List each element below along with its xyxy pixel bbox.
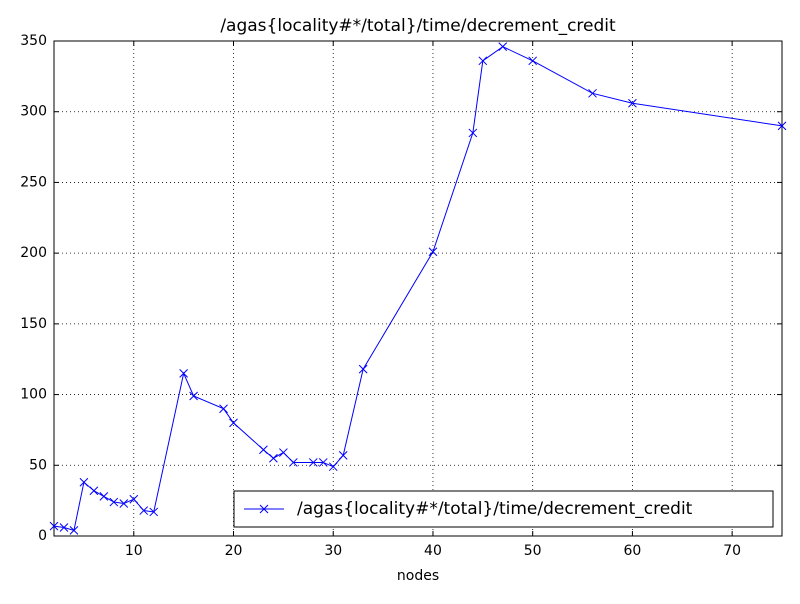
legend-label: /agas{locality#*/total}/time/decrement_c…: [297, 499, 693, 519]
data-point: [498, 42, 508, 52]
data-point: [149, 507, 159, 517]
y-tick-label: 300: [20, 104, 47, 120]
legend-marker: [259, 504, 269, 514]
data-point: [89, 486, 99, 496]
data-point: [318, 458, 328, 467]
data-point: [528, 56, 538, 66]
data-point: [59, 523, 69, 532]
x-tick-label: 20: [225, 543, 243, 559]
data-point: [328, 462, 338, 472]
data-point: [269, 453, 278, 463]
x-tick-label: 30: [324, 543, 342, 559]
y-tick-label: 150: [20, 316, 47, 332]
chart-title: /agas{locality#*/total}/time/decrement_c…: [220, 16, 616, 36]
data-point: [478, 56, 488, 66]
data-point: [259, 445, 268, 455]
data-point: [229, 418, 238, 428]
x-tick-label: 60: [623, 543, 641, 559]
data-point: [468, 128, 478, 138]
data-point: [189, 391, 198, 401]
x-tick-label: 70: [723, 543, 741, 559]
data-point: [628, 98, 637, 108]
y-tick-label: 100: [20, 387, 47, 403]
data-point: [288, 458, 298, 467]
y-tick-label: 250: [20, 174, 47, 190]
y-tick-label: 200: [20, 245, 47, 261]
data-point: [279, 448, 288, 457]
data-point: [428, 247, 438, 257]
y-tick-label: 350: [20, 33, 47, 49]
x-axis-label: nodes: [397, 568, 439, 584]
x-tick-label: 40: [424, 543, 442, 559]
plot-frame: [53, 40, 783, 537]
data-point: [49, 521, 59, 531]
data-point: [179, 369, 188, 378]
data-point: [777, 121, 787, 131]
data-point: [99, 492, 109, 501]
y-tick-label: 50: [29, 457, 47, 473]
data-point: [109, 497, 119, 507]
legend-box: [233, 490, 774, 528]
data-point: [308, 458, 318, 467]
series-line: [53, 46, 783, 531]
data-point: [69, 525, 79, 535]
data-point: [358, 364, 368, 374]
x-tick-label: 50: [524, 543, 542, 559]
data-point: [139, 506, 149, 515]
y-tick-label: 0: [38, 528, 47, 544]
data-point: [79, 477, 89, 487]
data-point: [119, 499, 129, 508]
data-point: [219, 404, 228, 414]
data-point: [588, 88, 597, 98]
x-tick-label: 10: [125, 543, 143, 559]
data-point: [129, 494, 139, 504]
data-point: [338, 451, 348, 460]
